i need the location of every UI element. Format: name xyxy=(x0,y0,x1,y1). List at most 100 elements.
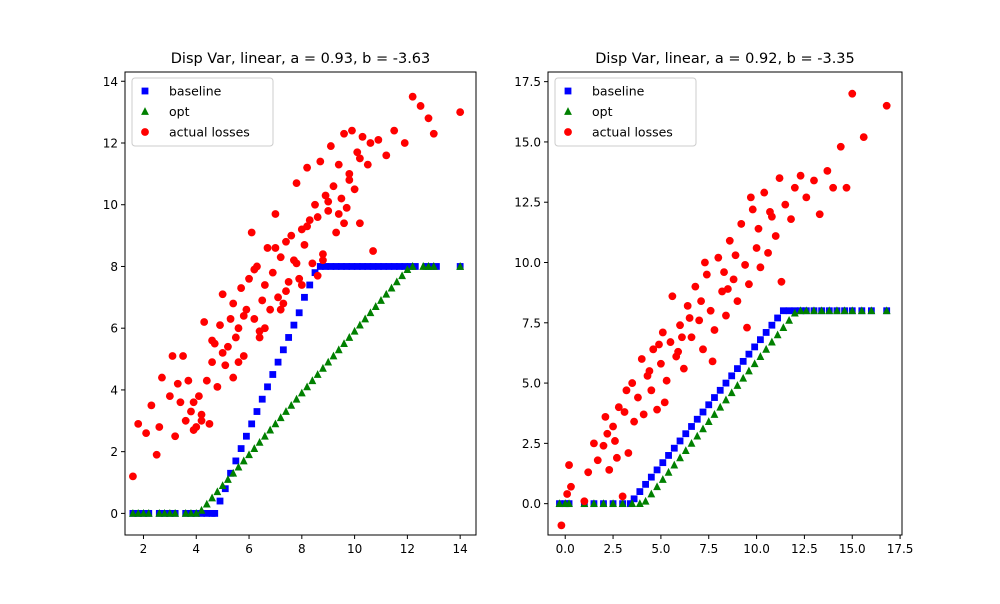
circle-point xyxy=(258,296,267,305)
circle-point xyxy=(687,333,696,342)
legend: baseline opt actual losses xyxy=(131,77,274,147)
triangle-point xyxy=(202,499,211,508)
circle-point xyxy=(350,185,359,194)
circle-point xyxy=(424,114,433,123)
circle-point xyxy=(674,347,683,356)
legend-circle-marker xyxy=(141,128,149,136)
square-point xyxy=(676,437,684,445)
chart-title: Disp Var, linear, a = 0.92, b = -3.35 xyxy=(595,51,855,67)
x-tick-label: 12 xyxy=(400,542,415,556)
square-point xyxy=(751,343,759,351)
circle-point xyxy=(599,441,608,450)
triangle-point xyxy=(756,352,765,360)
circle-point xyxy=(292,179,301,188)
square-point xyxy=(332,263,340,270)
circle-point xyxy=(649,345,658,354)
circle-point xyxy=(326,142,335,150)
triangle-point xyxy=(628,499,637,508)
circle-point xyxy=(187,407,195,416)
circle-point xyxy=(155,423,164,431)
circle-point xyxy=(859,133,868,142)
triangle-point xyxy=(670,460,679,469)
circle-point xyxy=(218,290,227,299)
circle-point xyxy=(697,297,705,305)
square-point xyxy=(338,263,345,270)
circle-point xyxy=(639,410,648,419)
circle-point xyxy=(634,393,642,402)
triangle-point xyxy=(260,431,269,440)
circle-point xyxy=(456,108,465,117)
triangle-point xyxy=(350,326,359,335)
circle-point xyxy=(266,305,275,314)
y-tick-label: 5.0 xyxy=(522,377,541,391)
x-tick-label: 15.0 xyxy=(839,542,866,556)
circle-point xyxy=(637,355,646,363)
triangle-point xyxy=(653,482,661,491)
square-point xyxy=(374,263,382,270)
triangle-point xyxy=(187,508,195,517)
circle-point xyxy=(400,139,409,147)
circle-point xyxy=(622,386,631,395)
circle-point xyxy=(802,193,811,202)
square-point xyxy=(659,459,667,467)
triangle-point xyxy=(160,508,169,517)
circle-point xyxy=(274,293,282,302)
triangle-point xyxy=(229,468,238,477)
triangle-point xyxy=(704,417,713,426)
square-point xyxy=(433,263,440,270)
triangle-point xyxy=(833,306,841,315)
square-point xyxy=(359,263,366,270)
circle-point xyxy=(239,311,248,320)
circle-point xyxy=(345,169,354,178)
circle-point xyxy=(775,174,784,183)
triangle-point xyxy=(882,306,891,315)
circle-point xyxy=(842,183,851,192)
circle-point xyxy=(337,194,346,203)
circle-point xyxy=(276,253,285,262)
triangle-point xyxy=(676,453,684,462)
x-tick-label: 4 xyxy=(192,542,200,556)
triangle-point xyxy=(565,499,573,508)
circle-point xyxy=(678,333,686,342)
triangle-point xyxy=(377,296,385,304)
circle-point xyxy=(601,412,610,421)
circle-point xyxy=(771,232,780,240)
circle-point xyxy=(658,328,667,337)
circle-point xyxy=(777,277,786,286)
circle-point xyxy=(790,183,799,192)
triangle-point xyxy=(641,496,650,505)
circle-point xyxy=(614,403,623,412)
y-tick-label: 6 xyxy=(110,322,118,336)
triangle-point xyxy=(848,306,857,315)
triangle-point xyxy=(456,262,465,270)
circle-point xyxy=(250,265,259,274)
square-point xyxy=(306,281,314,289)
y-tick-label: 2 xyxy=(110,445,118,459)
triangle-point xyxy=(197,505,206,514)
circle-point xyxy=(720,268,728,277)
square-point xyxy=(232,457,240,465)
circle-point xyxy=(242,305,251,314)
circle-point xyxy=(250,315,259,323)
x-tick-label: 10 xyxy=(347,542,362,556)
y-tick-label: 15.0 xyxy=(514,135,541,149)
circle-point xyxy=(355,154,364,163)
circle-point xyxy=(829,183,838,192)
circle-point xyxy=(332,228,341,237)
circle-point xyxy=(766,207,774,216)
legend-label: baseline xyxy=(592,84,645,99)
triangle-point xyxy=(802,306,811,315)
circle-point xyxy=(882,101,891,110)
triangle-point xyxy=(144,508,153,517)
triangle-point xyxy=(857,306,866,315)
circle-point xyxy=(218,348,227,357)
circle-point xyxy=(237,284,246,292)
circle-point xyxy=(796,171,805,180)
y-tick-label: 8 xyxy=(110,260,118,274)
x-tick-label: 5.0 xyxy=(651,542,670,556)
square-point xyxy=(258,395,266,403)
circle-point xyxy=(345,176,354,184)
square-point xyxy=(427,263,435,270)
circle-point xyxy=(279,299,288,308)
circle-point xyxy=(260,281,269,289)
